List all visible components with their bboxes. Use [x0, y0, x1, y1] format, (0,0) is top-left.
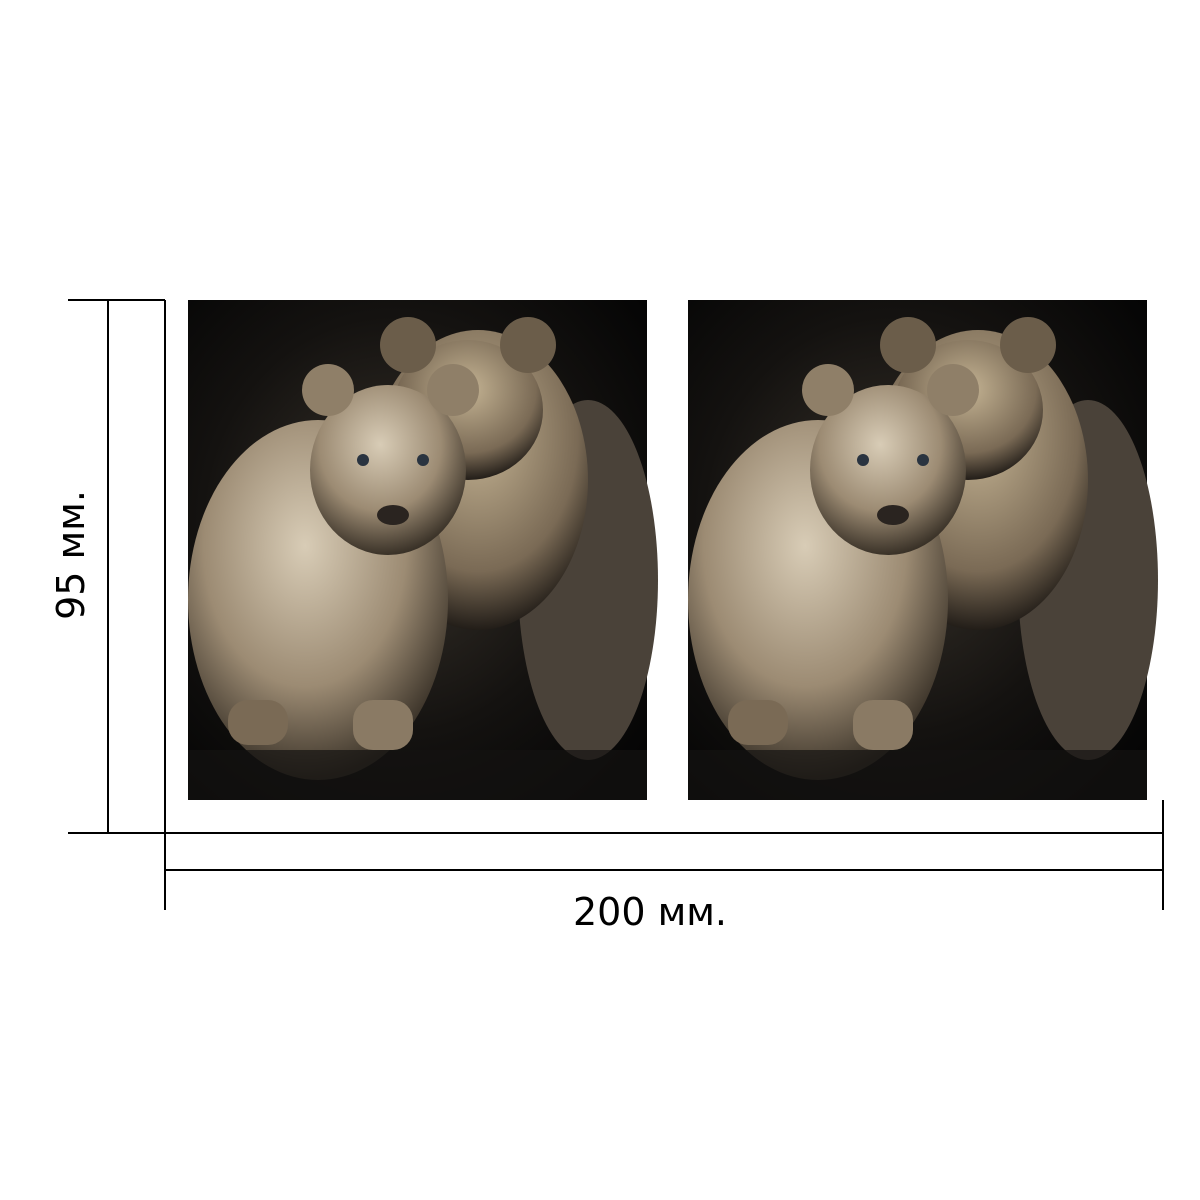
photo-panel-left	[188, 300, 658, 800]
width-dimension	[164, 800, 1164, 910]
photo-panel-right	[688, 300, 1158, 800]
height-label: 95 мм.	[49, 490, 93, 620]
height-dimension	[68, 299, 166, 834]
width-label: 200 мм.	[573, 890, 727, 934]
